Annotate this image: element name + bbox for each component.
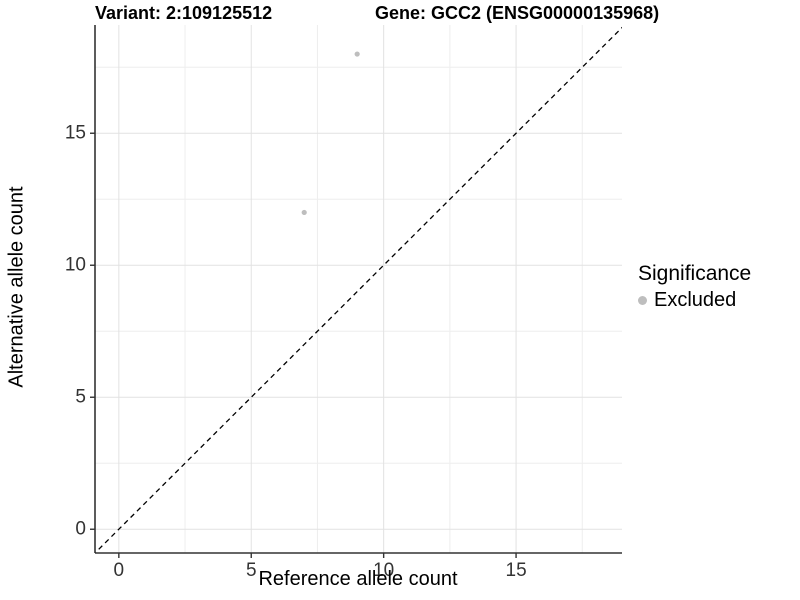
y-tick-label: 0	[75, 519, 86, 540]
y-tick-label: 15	[65, 123, 86, 144]
legend: Significance Excluded	[638, 262, 751, 312]
y-tick-label: 5	[75, 387, 86, 408]
x-tick-label: 0	[114, 560, 125, 581]
data-point	[301, 209, 307, 216]
legend-item-label: Excluded	[654, 289, 737, 311]
y-tick-label: 10	[65, 255, 86, 276]
x-tick-label: 10	[373, 560, 394, 581]
x-tick-label: 15	[506, 560, 527, 581]
excluded-point-icon	[638, 296, 647, 305]
legend-title: Significance	[638, 262, 752, 285]
gene-title: Gene: GCC2 (ENSG00000135968)	[375, 3, 660, 23]
variant-title: Variant: 2:109125512	[95, 3, 273, 23]
legend-item-excluded: Excluded	[638, 289, 751, 312]
x-tick-label: 5	[246, 560, 257, 581]
identity-dashed-line	[95, 26, 622, 553]
data-point	[354, 51, 360, 57]
x-axis-label: Reference allele count	[258, 568, 458, 590]
y-axis-label: Alternative allele count	[5, 186, 28, 388]
